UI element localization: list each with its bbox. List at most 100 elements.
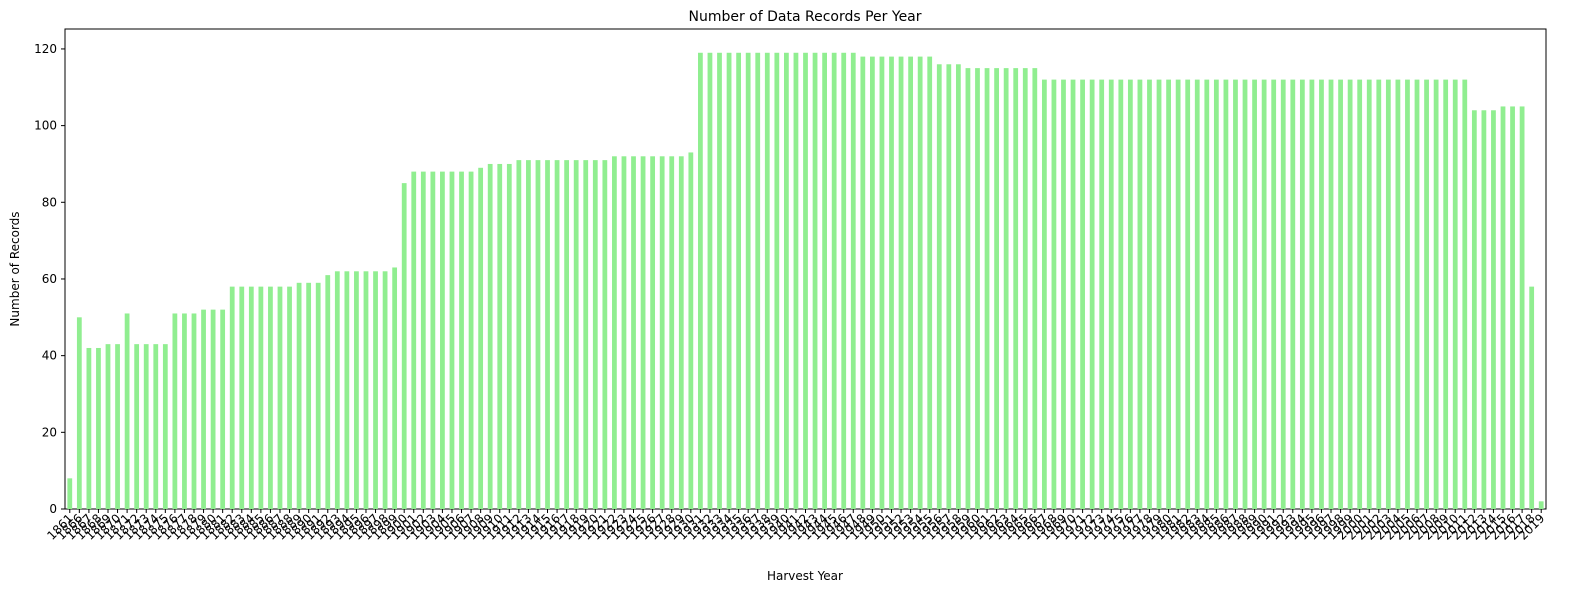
bar: [707, 52, 713, 510]
bar: [1233, 79, 1238, 509]
bar: [105, 344, 111, 509]
bar: [736, 52, 742, 510]
bar: [296, 282, 302, 509]
bar: [1041, 79, 1047, 509]
bar: [1003, 68, 1009, 509]
bar: [994, 68, 999, 509]
bar: [440, 171, 445, 509]
bar: [841, 52, 847, 510]
bar: [1175, 79, 1181, 509]
bar: [191, 313, 197, 509]
bar: [946, 64, 952, 509]
bar: [1032, 68, 1038, 509]
bar: [1070, 79, 1076, 509]
bar: [831, 52, 837, 510]
bar: [659, 156, 665, 509]
bar: [344, 271, 350, 509]
bar: [124, 313, 130, 509]
bar: [1385, 79, 1391, 509]
bar: [1271, 79, 1277, 509]
bar: [1204, 79, 1210, 509]
bar: [239, 286, 245, 509]
bar: [401, 183, 407, 509]
bar: [220, 309, 226, 509]
bar: [201, 309, 206, 509]
bar: [1338, 79, 1343, 509]
bar: [210, 309, 216, 509]
bar: [334, 271, 340, 509]
bar: [717, 52, 722, 510]
bar: [917, 56, 923, 510]
bar: [650, 156, 656, 509]
bar: [354, 271, 359, 509]
bar: [573, 160, 579, 509]
bar: [612, 156, 617, 509]
bar: [1290, 79, 1296, 509]
bar: [1185, 79, 1191, 509]
bar: [1061, 79, 1066, 509]
bar: [315, 282, 321, 509]
bar: [860, 56, 866, 510]
bar: [955, 64, 961, 509]
bar: [526, 160, 531, 509]
bar: [812, 52, 818, 510]
bar: [936, 64, 942, 509]
bar: [373, 271, 378, 509]
bar: [564, 160, 570, 509]
bar: [1357, 79, 1363, 509]
bar: [277, 286, 283, 509]
bar: [1194, 79, 1200, 509]
bar: [134, 344, 140, 509]
bar: [459, 171, 464, 509]
bar: [1319, 79, 1324, 509]
bar: [965, 68, 971, 509]
bar: [1108, 79, 1114, 509]
bar: [162, 344, 168, 509]
bar: [869, 56, 875, 510]
bar: [1529, 286, 1535, 509]
bar: [1022, 68, 1028, 509]
bar: [879, 56, 885, 510]
bar: [478, 167, 484, 509]
y-tick-label: 80: [42, 195, 57, 209]
chart-title: Number of Data Records Per Year: [688, 9, 921, 25]
bar: [1013, 68, 1019, 509]
bar: [248, 286, 254, 509]
bar: [382, 271, 388, 509]
bar: [1099, 79, 1105, 509]
bar: [554, 160, 560, 509]
bar: [86, 347, 92, 509]
x-axis-label: Harvest Year: [767, 569, 843, 583]
bar: [784, 52, 789, 510]
bar: [793, 52, 799, 510]
bar: [1242, 79, 1248, 509]
bar: [96, 347, 101, 509]
bar: [182, 313, 187, 509]
bar: [1080, 79, 1085, 509]
bar: [1424, 79, 1429, 509]
bar: [1433, 79, 1439, 509]
bar: [621, 156, 627, 509]
bar: [592, 160, 598, 509]
bar: [535, 160, 541, 509]
bar: [1519, 106, 1525, 509]
bar: [1213, 79, 1219, 509]
bar: [1491, 110, 1496, 509]
bar: [1166, 79, 1171, 509]
y-axis-label: Number of Records: [8, 211, 22, 326]
bar: [927, 56, 933, 510]
bar: [688, 152, 694, 509]
bar: [1414, 79, 1420, 509]
bar: [1510, 106, 1515, 509]
bar: [1299, 79, 1305, 509]
bar: [497, 163, 503, 509]
bar: [1500, 106, 1506, 509]
bar: [669, 156, 675, 509]
bar: [898, 56, 904, 510]
y-tick-label: 20: [42, 425, 57, 439]
bar: [1462, 79, 1468, 509]
bar: [755, 52, 761, 510]
bar: [115, 344, 120, 509]
y-tick-label: 120: [34, 42, 57, 56]
